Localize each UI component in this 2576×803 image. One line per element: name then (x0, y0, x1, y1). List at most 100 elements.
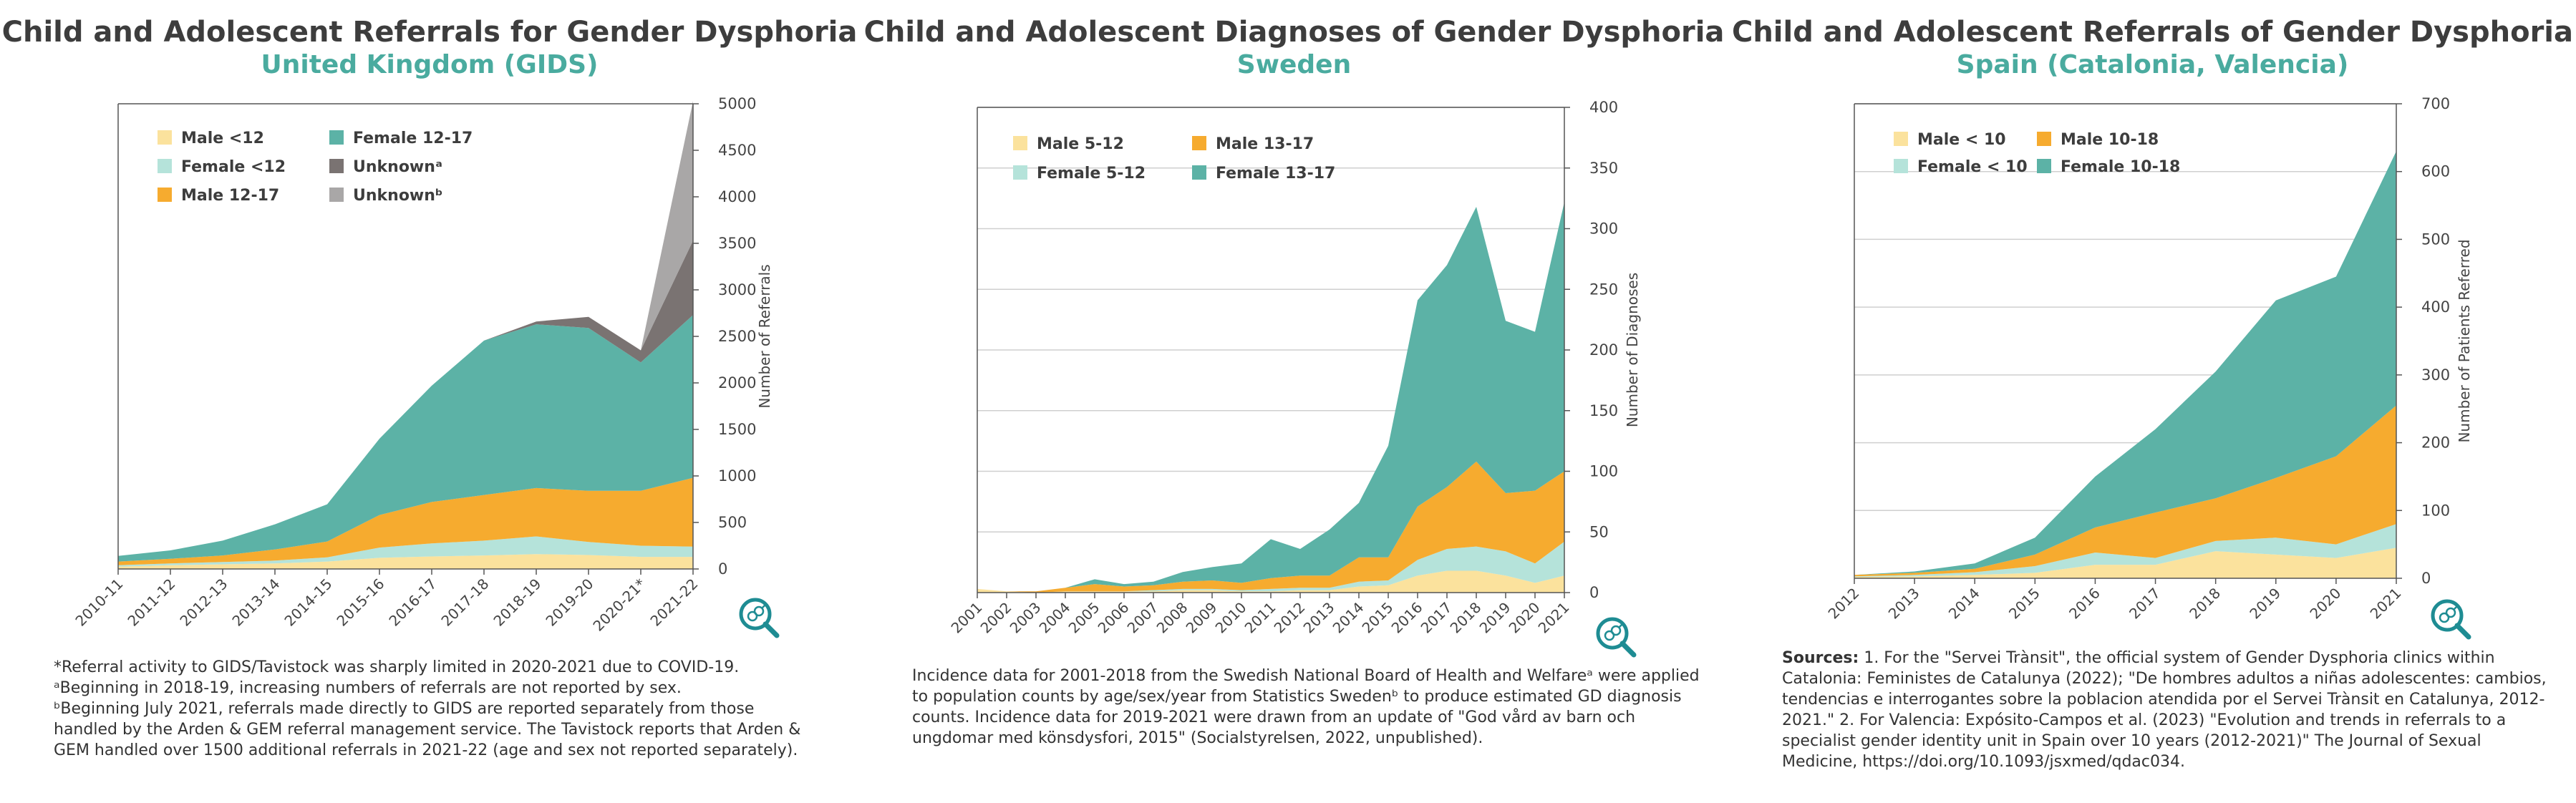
y-tick-label: 400 (1589, 99, 1618, 116)
x-tick-label: 2019-20 (542, 575, 596, 630)
legend-label-female-10: Female < 10 (1917, 158, 2028, 176)
x-tick-label: 2007 (1124, 599, 1162, 637)
x-tick-label: 2012 (1271, 599, 1309, 637)
legend-label-female-12: Female <12 (181, 158, 286, 176)
series-area-female-5-12 (977, 541, 1564, 593)
y-tick-label: 100 (1589, 463, 1618, 480)
x-tick-label: 2021 (1535, 599, 1573, 637)
x-tick-label: 2021-22 (647, 575, 701, 630)
x-tick-label: 2015 (1359, 599, 1397, 637)
y-tick-label: 1500 (718, 421, 756, 438)
gender-symbol-ring-b (2445, 607, 2456, 618)
y-tick-label: 150 (1589, 402, 1618, 419)
y-tick-label: 3500 (718, 235, 756, 252)
es-sources-body: 1. For the "Servei Trànsit", the officia… (1782, 649, 2547, 771)
legend-label-female-10-18: Female 10-18 (2061, 158, 2180, 176)
legend-label-male-10: Male < 10 (1917, 131, 2006, 149)
legend-swatch-female-12-17 (329, 130, 344, 145)
x-tick-label: 2001 (948, 599, 986, 637)
uk-footnote-covid: *Referral activity to GIDS/Tavistock was… (54, 658, 740, 676)
y-tick-label: 5000 (718, 95, 756, 112)
x-tick-label: 2018-19 (490, 575, 544, 630)
x-tick-label: 2008 (1153, 599, 1191, 637)
y-tick-label: 200 (1589, 341, 1618, 359)
x-tick-label: 2017-18 (437, 575, 492, 630)
x-tick-label: 2014 (1330, 599, 1367, 637)
magnifier-icon (1596, 617, 1637, 658)
uk-footnote-a: ᵃBeginning in 2018-19, increasing number… (54, 679, 682, 697)
se-chart-subtitle: Sweden (1236, 50, 1352, 79)
y-axis-title: Number of Referrals (756, 264, 773, 408)
y-tick-label: 50 (1589, 523, 1609, 540)
y-tick-label: 2000 (718, 374, 756, 391)
x-tick-label: 2015 (2005, 585, 2043, 623)
legend-label-male-13-17: Male 13-17 (1216, 135, 1314, 153)
series-area-male-5-12 (977, 570, 1564, 593)
x-tick-label: 2011 (1241, 599, 1279, 637)
gender-symbol-ring-a (2439, 612, 2450, 623)
legend-label-male-5-12: Male 5-12 (1037, 135, 1124, 153)
legend-swatch-unknown (329, 159, 344, 173)
x-tick-label: 2017 (2126, 585, 2164, 623)
legend-label-male-10-18: Male 10-18 (2061, 131, 2159, 149)
uk-chart-title: Child and Adolescent Referrals for Gende… (1, 16, 858, 49)
y-tick-label: 250 (1589, 281, 1618, 298)
series-area-male-10 (1854, 548, 2396, 578)
x-tick-label: 2004 (1036, 599, 1074, 637)
gender-symbol-arrow (2453, 605, 2458, 610)
legend-swatch-female-10-18 (2037, 159, 2051, 173)
y-tick-label: 1000 (718, 467, 756, 485)
legend-label-female-13-17: Female 13-17 (1216, 165, 1335, 182)
legend-swatch-female-13-17 (1192, 165, 1206, 180)
uk-chart-subtitle: United Kingdom (GIDS) (261, 50, 599, 79)
se-chart-title: Child and Adolescent Diagnoses of Gender… (863, 16, 1725, 49)
series-area-female-12-17 (118, 315, 693, 562)
uk-panel: Child and Adolescent Referrals for Gende… (0, 0, 859, 803)
y-tick-label: 3000 (718, 281, 756, 298)
magnifier-icon (2431, 599, 2471, 640)
magnifier-handle (1619, 641, 1637, 658)
legend-label-unknown: Unknownᵃ (353, 158, 442, 176)
x-tick-label: 2015-16 (333, 575, 387, 630)
gender-symbol-arrow (761, 604, 766, 609)
x-tick-label: 2018 (1447, 599, 1485, 637)
legend-swatch-unknown (329, 188, 344, 202)
uk-chart: 0 500 1000 1500 2000 2500 3000 3500 4000 4500 5000… (72, 95, 780, 638)
y-tick-label: 500 (2421, 230, 2450, 248)
series-area-male-12-17 (118, 477, 693, 565)
legend-swatch-male-10-18 (2037, 132, 2051, 146)
y-tick-label: 400 (2421, 298, 2450, 316)
uk-footnotes: *Referral activity to GIDS/Tavistock was… (54, 657, 820, 761)
y-tick-label: 0 (718, 560, 727, 578)
es-panel: Child and Adolescent Referrals of Gender… (1729, 0, 2576, 803)
se-footnote: Incidence data for 2001-2018 from the Sw… (912, 667, 1700, 747)
y-tick-label: 300 (2421, 366, 2450, 384)
x-tick-label: 2018 (2186, 585, 2224, 623)
y-axis-title: Number of Patients Referred (2456, 239, 2473, 442)
y-tick-label: 0 (2421, 570, 2431, 587)
magnifier-icon (739, 598, 780, 638)
magnifier-lens (1596, 617, 1629, 650)
es-sources-text: Sources: 1. For the "Servei Trànsit", th… (1782, 648, 2552, 772)
x-tick-label: 2013-14 (228, 575, 283, 630)
gender-symbol-ring-a (747, 610, 758, 622)
x-tick-label: 2012 (1825, 585, 1863, 623)
series-area-female-10-18 (1854, 151, 2396, 575)
x-tick-label: 2013 (1300, 599, 1338, 637)
x-tick-label: 2016 (2066, 585, 2103, 623)
x-tick-label: 2016-17 (385, 575, 440, 630)
legend-swatch-male-12 (158, 130, 172, 145)
uk-footnote-b: ᵇBeginning July 2021, referrals made dir… (54, 700, 801, 759)
y-tick-label: 300 (1589, 220, 1618, 238)
es-chart-subtitle: Spain (Catalonia, Valencia) (1956, 50, 2349, 79)
gender-symbol-ring-b (753, 605, 765, 617)
x-tick-label: 2019 (2246, 585, 2284, 623)
series-area-female-12 (118, 536, 693, 567)
y-tick-label: 4000 (718, 188, 756, 205)
series-area-female-13-17 (977, 202, 1564, 592)
legend-label-female-12-17: Female 12-17 (353, 130, 473, 147)
x-tick-label: 2020 (2306, 585, 2344, 623)
magnifier-handle (762, 621, 780, 638)
x-tick-label: 2003 (1007, 599, 1045, 637)
x-tick-label: 2006 (1095, 599, 1133, 637)
